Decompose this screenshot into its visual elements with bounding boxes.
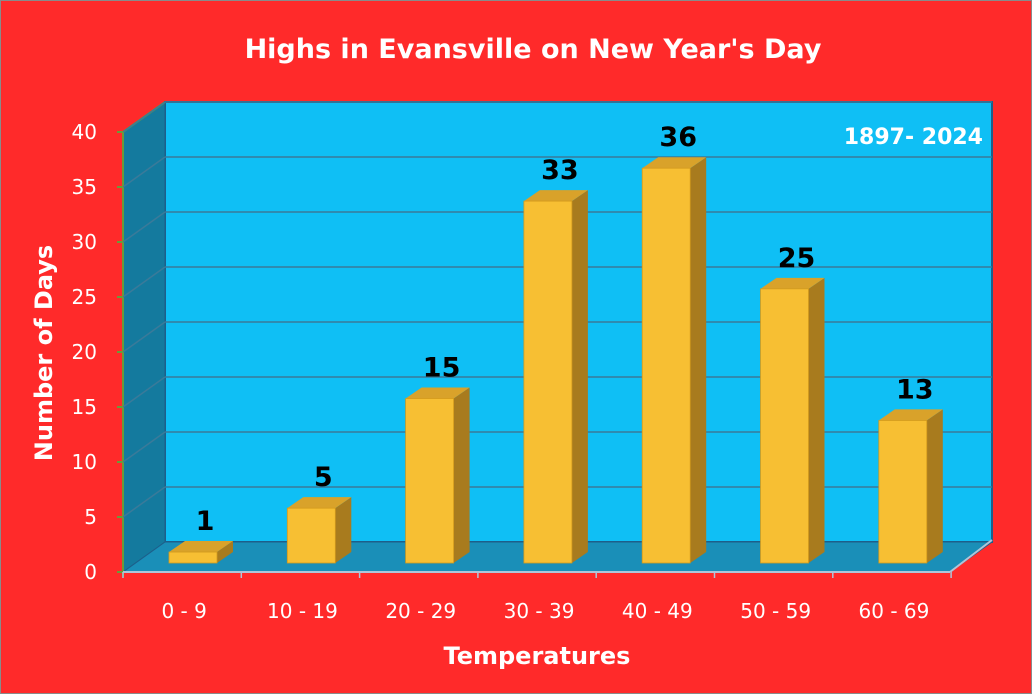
bar-top xyxy=(169,541,233,553)
bar-top xyxy=(760,277,825,289)
y-tick-label: 25 xyxy=(72,285,97,309)
bar-front xyxy=(405,398,455,564)
bar xyxy=(878,409,943,564)
data-label: 1 xyxy=(196,506,215,537)
gridline-side xyxy=(122,431,166,463)
y-axis-title: Number of Days xyxy=(30,245,58,461)
y-tick-label: 10 xyxy=(72,450,97,474)
data-label: 25 xyxy=(778,243,816,274)
bar-front xyxy=(641,167,691,564)
x-tick-label: 40 - 49 xyxy=(622,599,693,623)
bar-front xyxy=(523,200,573,564)
period-annotation: 1897- 2024 xyxy=(844,125,983,150)
y-tick-label: 40 xyxy=(72,120,97,144)
bar xyxy=(168,541,233,564)
y-tick-label: 0 xyxy=(84,560,97,584)
x-axis-title: Temperatures xyxy=(444,642,631,670)
x-tick-label: 60 - 69 xyxy=(859,599,930,623)
chart-title: Highs in Evansville on New Year's Day xyxy=(245,34,822,65)
y-tick-label: 5 xyxy=(84,505,97,529)
y-axis-ticks: 0 5 10 15 20 25 30 35 40 xyxy=(72,120,123,584)
bar-side xyxy=(453,387,470,563)
gridline-side xyxy=(122,486,166,518)
bar-top xyxy=(405,387,470,399)
x-tick-label: 10 - 19 xyxy=(267,599,338,623)
bar-side xyxy=(335,497,352,563)
gridline-side xyxy=(122,376,166,408)
bar-side xyxy=(926,409,943,563)
gridline-side xyxy=(122,101,166,133)
x-tick-label: 0 - 9 xyxy=(161,599,206,623)
bar-side xyxy=(690,157,707,564)
y-tick-label: 15 xyxy=(72,395,97,419)
data-label: 33 xyxy=(541,155,579,186)
bar xyxy=(405,387,470,564)
y-tick-label: 30 xyxy=(72,230,97,254)
gridline-side xyxy=(122,211,166,243)
bar-top xyxy=(523,190,588,202)
x-axis-ticks: 0 - 9 10 - 19 20 - 29 30 - 39 40 - 49 50 - 59… xyxy=(122,572,952,623)
data-label: 13 xyxy=(896,374,934,405)
x-tick-label: 20 - 29 xyxy=(385,599,456,623)
x-axis-end-edge xyxy=(949,539,993,573)
bar xyxy=(523,190,588,564)
bar-side xyxy=(808,277,825,563)
bar-top xyxy=(287,497,352,509)
y-tick-label: 35 xyxy=(72,175,97,199)
data-label: 36 xyxy=(659,122,697,153)
bar-side xyxy=(571,190,588,564)
gridline-side xyxy=(122,156,166,188)
bar-top xyxy=(642,157,707,169)
bar-front xyxy=(878,420,928,564)
x-tick-label: 30 - 39 xyxy=(504,599,575,623)
bar-top xyxy=(878,409,943,421)
bars xyxy=(168,157,943,564)
gridline-side xyxy=(122,266,166,298)
bar xyxy=(641,157,707,564)
bar-front xyxy=(760,288,809,564)
bar-side xyxy=(217,541,233,563)
y-tick-label: 20 xyxy=(72,340,97,364)
bar xyxy=(760,277,825,564)
bar-front xyxy=(286,507,336,564)
x-tick-label: 50 - 59 xyxy=(740,599,811,623)
data-label: 5 xyxy=(314,462,333,493)
bar-front xyxy=(168,551,218,564)
gridline-side xyxy=(122,321,166,353)
bar xyxy=(286,497,352,564)
data-label: 15 xyxy=(423,352,461,383)
